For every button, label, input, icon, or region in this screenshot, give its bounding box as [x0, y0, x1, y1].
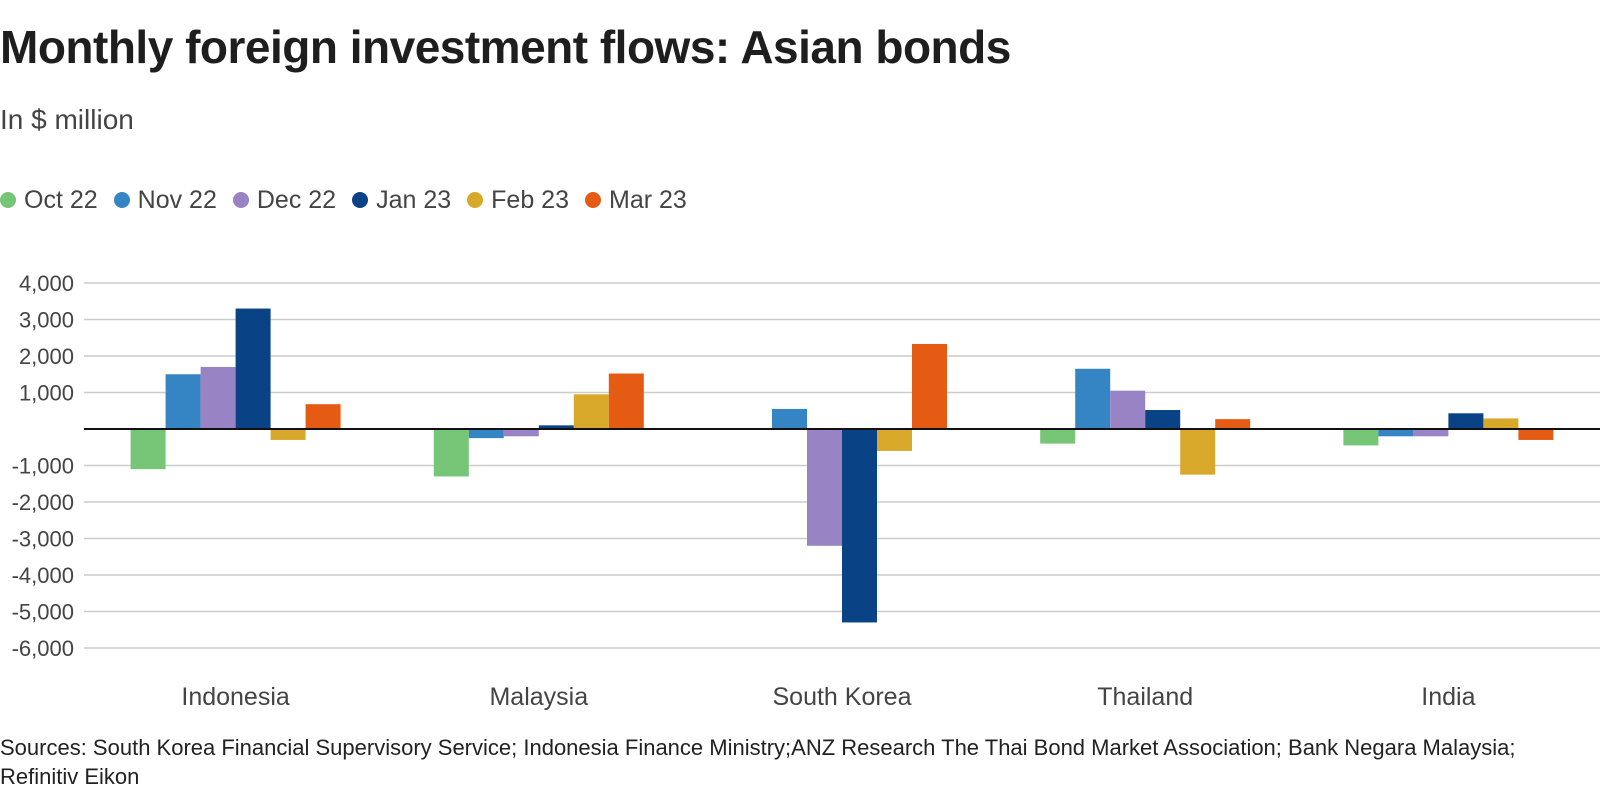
- legend-swatch: [0, 192, 16, 208]
- bar: [1378, 429, 1414, 437]
- bar: [1180, 429, 1216, 475]
- bar: [305, 404, 341, 429]
- legend-item: Mar 23: [585, 186, 687, 215]
- bar: [1110, 390, 1146, 429]
- x-tick-label: India: [1421, 683, 1475, 711]
- y-tick-label: 1,000: [19, 381, 74, 406]
- bar: [608, 373, 644, 429]
- bar: [165, 374, 201, 429]
- bar: [1145, 410, 1181, 429]
- bar: [1343, 429, 1379, 446]
- y-tick-label: -3,000: [12, 527, 74, 552]
- chart-title: Monthly foreign investment flows: Asian …: [0, 21, 1011, 73]
- chart-source: Sources: South Korea Financial Superviso…: [0, 735, 1516, 789]
- bar: [503, 429, 539, 437]
- legend-label: Dec 22: [256, 185, 337, 214]
- bar: [807, 429, 842, 546]
- bar: [200, 366, 236, 429]
- y-tick-label: 2,000: [19, 344, 74, 369]
- x-tick-label: Malaysia: [489, 683, 588, 711]
- legend-item: Nov 22: [113, 185, 217, 215]
- y-tick-label: 4,000: [19, 271, 74, 296]
- legend-label: Jan 23: [376, 185, 452, 214]
- legend-item: Jan 23: [352, 186, 451, 215]
- legend-swatch: [467, 192, 484, 208]
- bar: [573, 394, 609, 429]
- x-tick-label: Thailand: [1097, 683, 1193, 711]
- bar: [1075, 368, 1111, 429]
- bar: [1483, 418, 1519, 429]
- bar: [538, 425, 574, 429]
- bar: [235, 308, 271, 429]
- legend-label: Feb 23: [491, 185, 569, 214]
- bar: [842, 429, 877, 623]
- legend-label: Oct 22: [24, 185, 98, 214]
- y-tick-label: 3,000: [19, 308, 74, 333]
- legend-label: Mar 23: [609, 185, 687, 214]
- legend-item: Dec 22: [232, 185, 337, 215]
- legend-swatch: [585, 192, 601, 208]
- bar: [1040, 429, 1076, 444]
- bar: [1518, 429, 1554, 440]
- x-tick-label: Indonesia: [181, 683, 290, 711]
- y-tick-label: -5,000: [12, 600, 74, 625]
- bar: [1215, 419, 1251, 429]
- legend-label: Nov 22: [137, 185, 217, 214]
- bar: [130, 429, 166, 470]
- bar: [772, 408, 807, 429]
- bar: [433, 429, 469, 477]
- legend-item: Oct 22: [0, 186, 98, 215]
- chart-legend: Oct 22 Nov 22 Dec 22 Jan 23 Feb 23 Mar 23: [0, 183, 703, 217]
- bar: [877, 429, 912, 451]
- bar: [270, 429, 306, 440]
- y-tick-label: -1,000: [12, 454, 74, 479]
- bar: [468, 429, 504, 439]
- bar: [1413, 429, 1449, 437]
- y-tick-label: -6,000: [12, 636, 74, 661]
- bar: [1448, 413, 1484, 429]
- legend-swatch: [113, 192, 130, 208]
- legend-swatch: [232, 192, 249, 208]
- chart-subtitle: In $ million: [0, 104, 134, 135]
- x-tick-label: South Korea: [773, 683, 912, 711]
- y-tick-label: -4,000: [12, 563, 74, 588]
- y-tick-label: -2,000: [12, 490, 74, 515]
- legend-swatch: [352, 192, 369, 208]
- legend-item: Feb 23: [467, 186, 569, 215]
- bar: [912, 343, 947, 429]
